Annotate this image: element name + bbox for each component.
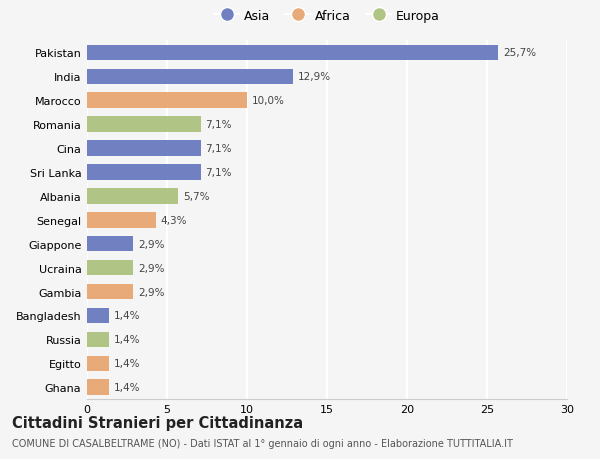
Text: 25,7%: 25,7% <box>503 48 536 58</box>
Text: 1,4%: 1,4% <box>114 335 140 345</box>
Bar <box>87 69 293 85</box>
Text: 7,1%: 7,1% <box>205 120 232 130</box>
Legend: Asia, Africa, Europa: Asia, Africa, Europa <box>209 5 445 28</box>
Bar <box>87 236 133 252</box>
Text: 4,3%: 4,3% <box>161 215 187 225</box>
Text: 12,9%: 12,9% <box>298 72 331 82</box>
Bar <box>87 93 247 109</box>
Bar <box>87 332 109 347</box>
Bar <box>87 356 109 371</box>
Bar <box>87 380 109 395</box>
Text: Cittadini Stranieri per Cittadinanza: Cittadini Stranieri per Cittadinanza <box>12 415 303 431</box>
Text: 1,4%: 1,4% <box>114 358 140 369</box>
Text: 2,9%: 2,9% <box>138 239 164 249</box>
Bar <box>87 141 200 157</box>
Bar <box>87 165 200 180</box>
Text: COMUNE DI CASALBELTRAME (NO) - Dati ISTAT al 1° gennaio di ogni anno - Elaborazi: COMUNE DI CASALBELTRAME (NO) - Dati ISTA… <box>12 438 513 448</box>
Text: 2,9%: 2,9% <box>138 263 164 273</box>
Bar <box>87 308 109 324</box>
Bar <box>87 189 178 204</box>
Bar <box>87 45 498 61</box>
Text: 7,1%: 7,1% <box>205 144 232 154</box>
Text: 1,4%: 1,4% <box>114 382 140 392</box>
Text: 10,0%: 10,0% <box>252 96 284 106</box>
Bar <box>87 284 133 300</box>
Text: 1,4%: 1,4% <box>114 311 140 321</box>
Bar <box>87 213 156 228</box>
Text: 7,1%: 7,1% <box>205 168 232 178</box>
Text: 2,9%: 2,9% <box>138 287 164 297</box>
Bar <box>87 117 200 133</box>
Bar <box>87 260 133 276</box>
Text: 5,7%: 5,7% <box>183 191 209 202</box>
